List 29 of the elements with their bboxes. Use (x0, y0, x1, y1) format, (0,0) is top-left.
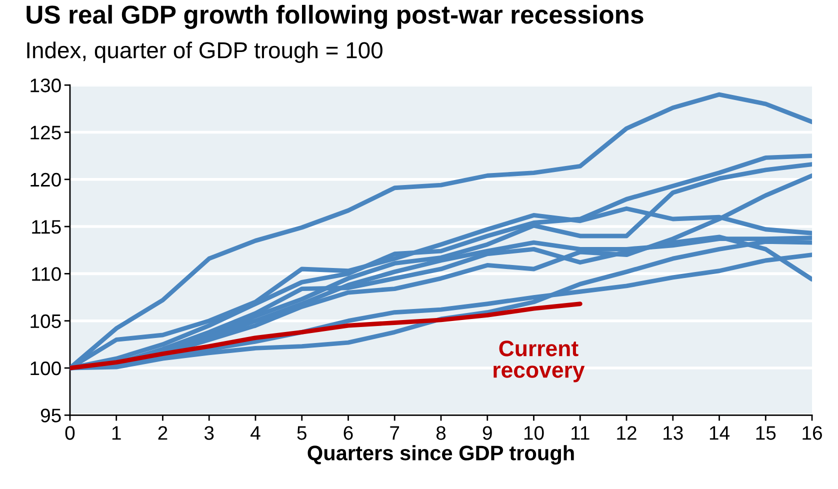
y-tick-label: 110 (32, 267, 61, 281)
y-tick-label: 130 (30, 78, 61, 92)
y-tick-label: 125 (30, 126, 61, 140)
x-tick-label: 15 (756, 426, 776, 440)
x-tick-label: 13 (664, 426, 683, 440)
x-axis-title: Quarters since GDP trough (308, 445, 574, 465)
x-tick-label: 14 (710, 426, 730, 440)
y-tick-label: 115 (32, 220, 61, 234)
x-tick-label: 12 (617, 426, 636, 440)
x-tick-label: 16 (802, 426, 822, 440)
x-tick-label: 0 (65, 426, 75, 440)
x-tick-label: 3 (204, 426, 214, 440)
y-tick-label: 105 (30, 314, 61, 328)
x-tick-label: 4 (250, 426, 260, 440)
x-tick-label: 2 (158, 426, 168, 440)
x-tick-label: 11 (572, 426, 590, 440)
y-tick-label: 120 (30, 172, 61, 187)
x-tick-label: 9 (482, 426, 492, 440)
x-tick-label: 7 (390, 426, 400, 440)
x-tick-label: 6 (344, 426, 353, 440)
x-tick-label: 1 (112, 426, 121, 440)
x-tick-label: 10 (524, 426, 544, 440)
x-tick-label: 8 (436, 426, 446, 440)
series-label: Current recovery (494, 340, 585, 382)
chart-title: US real GDP growth following post-war recessions (26, 4, 644, 29)
y-tick-label: 100 (30, 361, 61, 376)
chart-subtitle: Index, quarter of GDP trough = 100 (27, 42, 382, 63)
x-tick-label: 5 (297, 426, 306, 440)
y-tick-label: 95 (40, 408, 61, 422)
